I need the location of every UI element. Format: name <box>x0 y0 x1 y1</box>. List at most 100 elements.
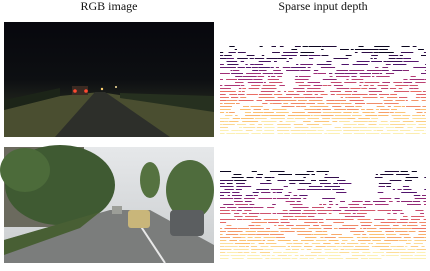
depth-point <box>309 258 314 259</box>
depth-point <box>342 64 349 65</box>
depth-point <box>422 246 425 247</box>
depth-point <box>278 225 280 226</box>
depth-point <box>306 103 315 104</box>
depth-point <box>403 189 411 190</box>
depth-point <box>286 94 299 95</box>
depth-point <box>379 183 391 184</box>
depth-point <box>352 94 368 95</box>
depth-point <box>289 183 295 184</box>
depth-point <box>353 127 368 128</box>
depth-point <box>220 64 224 65</box>
depth-point <box>288 91 294 92</box>
depth-point <box>277 198 289 199</box>
depth-point <box>292 258 298 259</box>
depth-point <box>311 234 313 235</box>
column-title: RGB image <box>81 0 138 13</box>
depth-point <box>238 94 245 95</box>
depth-point <box>389 55 398 56</box>
depth-point <box>220 210 230 211</box>
sparse-depth-map <box>220 46 426 134</box>
depth-point <box>309 100 323 101</box>
depth-point <box>335 115 351 116</box>
depth-point <box>295 76 297 77</box>
depth-point <box>300 55 308 56</box>
depth-point <box>355 246 369 247</box>
depth-point <box>396 246 404 247</box>
depth-point <box>220 243 233 244</box>
depth-point <box>345 106 354 107</box>
depth-point <box>401 255 410 256</box>
depth-point <box>337 88 350 89</box>
depth-point <box>271 246 286 247</box>
depth-point <box>374 58 377 59</box>
depth-point <box>403 70 409 71</box>
depth-point <box>362 52 373 53</box>
depth-point <box>371 118 378 119</box>
depth-point <box>314 70 318 71</box>
depth-point <box>308 112 322 113</box>
depth-point <box>378 112 389 113</box>
depth-point <box>220 127 228 128</box>
depth-point <box>273 198 276 199</box>
depth-point <box>240 97 246 98</box>
depth-point <box>299 195 307 196</box>
depth-point <box>387 130 398 131</box>
depth-point <box>296 82 305 83</box>
depth-point <box>325 252 338 253</box>
depth-point <box>278 174 292 175</box>
depth-point <box>291 130 301 131</box>
depth-point <box>410 85 418 86</box>
depth-point <box>357 237 361 238</box>
depth-point <box>387 237 402 238</box>
depth-point <box>339 237 354 238</box>
depth-point <box>238 207 253 208</box>
depth-point <box>403 186 409 187</box>
depth-point <box>387 219 396 220</box>
depth-point <box>308 55 320 56</box>
depth-point <box>390 180 402 181</box>
depth-point <box>278 133 284 134</box>
depth-point <box>322 46 337 47</box>
depth-point <box>293 243 302 244</box>
depth-point <box>374 46 389 47</box>
depth-point <box>283 252 298 253</box>
depth-point <box>262 133 274 134</box>
depth-point <box>395 198 400 199</box>
depth-point <box>415 82 425 83</box>
depth-point <box>256 225 261 226</box>
rgb-image-day <box>0 145 214 263</box>
depth-point <box>246 246 249 247</box>
depth-point <box>302 213 317 214</box>
depth-point <box>358 240 371 241</box>
depth-point <box>231 210 235 211</box>
depth-point <box>237 219 242 220</box>
depth-point <box>220 231 226 232</box>
depth-point <box>348 97 360 98</box>
depth-point <box>258 124 262 125</box>
depth-point <box>259 61 271 62</box>
depth-point <box>424 189 426 190</box>
depth-point <box>332 189 344 190</box>
depth-point <box>341 219 354 220</box>
depth-point <box>220 255 229 256</box>
depth-point <box>332 121 337 122</box>
depth-point <box>224 85 240 86</box>
depth-point <box>264 249 273 250</box>
depth-point <box>232 192 239 193</box>
depth-point <box>220 106 232 107</box>
depth-point <box>287 243 293 244</box>
depth-point <box>363 228 366 229</box>
depth-point <box>386 64 391 65</box>
depth-point <box>220 234 223 235</box>
depth-point <box>253 207 263 208</box>
depth-point <box>259 243 265 244</box>
depth-point <box>384 100 393 101</box>
depth-point <box>359 210 375 211</box>
depth-point <box>373 121 377 122</box>
depth-point <box>273 252 282 253</box>
depth-point <box>236 103 240 104</box>
depth-point <box>251 243 255 244</box>
depth-point <box>414 237 425 238</box>
depth-point <box>262 88 277 89</box>
depth-point <box>238 52 246 53</box>
